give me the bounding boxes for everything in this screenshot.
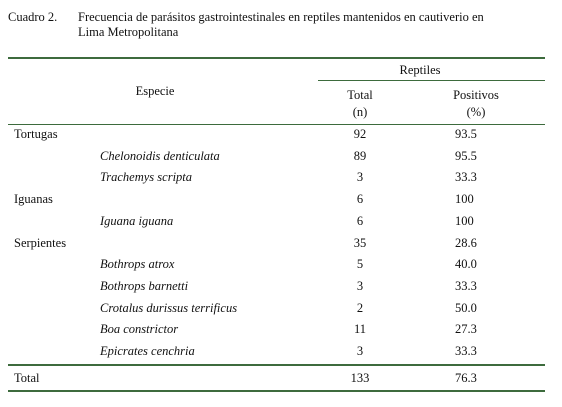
- group-name: Serpientes: [14, 235, 67, 250]
- positive-cell: 28.6: [455, 235, 477, 250]
- caption-line: Frecuencia de parásitos gastrointestinal…: [78, 10, 484, 24]
- total-cell: 133: [350, 371, 370, 385]
- total-cell: 3: [356, 278, 364, 293]
- species-name: Crotalus durissus terrificus: [100, 300, 238, 315]
- positive-cell: 33.3: [455, 170, 477, 185]
- species-name: Boa constrictor: [100, 322, 179, 337]
- species-name: Chelonoidis denticulata: [100, 148, 220, 163]
- species-name: Iguana iguana: [100, 213, 174, 228]
- species-name: Bothrops atrox: [100, 257, 175, 272]
- group-name: Tortugas: [14, 127, 58, 141]
- group-rule: [318, 80, 545, 81]
- total-cell: 6: [356, 192, 364, 207]
- caption-line: Lima Metropolitana: [78, 25, 179, 39]
- total-cell: 2: [356, 300, 364, 315]
- total-name: Total: [14, 371, 40, 385]
- positive-cell: 27.3: [455, 322, 477, 337]
- species-name: Epicrates cenchria: [100, 344, 195, 358]
- bottom-rule: [8, 390, 545, 392]
- total-header: Total: [347, 88, 373, 102]
- total-cell: 11: [353, 322, 367, 337]
- total-cell: 92: [353, 127, 367, 141]
- group-header: Reptiles: [399, 63, 441, 77]
- positive-header: Positivos: [453, 88, 499, 102]
- positive-cell: 95.5: [455, 148, 477, 163]
- total-cell: 35: [353, 235, 367, 250]
- positive-cell: 100: [455, 213, 474, 228]
- positive-cell: 33.3: [455, 278, 477, 293]
- species-name: Bothrops barnetti: [100, 278, 189, 293]
- total-cell: 3: [356, 344, 364, 358]
- positive-cell: 40.0: [455, 257, 477, 272]
- positive-cell: 33.3: [455, 344, 477, 358]
- total-cell: 6: [356, 213, 364, 228]
- positive-unit: (%): [466, 105, 486, 119]
- top-rule: [8, 57, 545, 59]
- positive-cell: 50.0: [455, 300, 477, 315]
- header-rule: [8, 124, 545, 125]
- total-cell: 3: [356, 170, 364, 185]
- species-name: Trachemys scripta: [100, 170, 193, 185]
- total-unit: (n): [352, 105, 368, 119]
- positive-cell: 100: [455, 192, 474, 207]
- body-rule: [8, 364, 545, 366]
- caption-label: Cuadro 2.: [8, 10, 58, 24]
- total-cell: 89: [353, 148, 367, 163]
- total-cell: 5: [356, 257, 364, 272]
- positive-cell: 76.3: [455, 371, 477, 385]
- species-header: Especie: [135, 84, 175, 98]
- positive-cell: 93.5: [455, 127, 477, 141]
- group-name: Iguanas: [14, 192, 53, 207]
